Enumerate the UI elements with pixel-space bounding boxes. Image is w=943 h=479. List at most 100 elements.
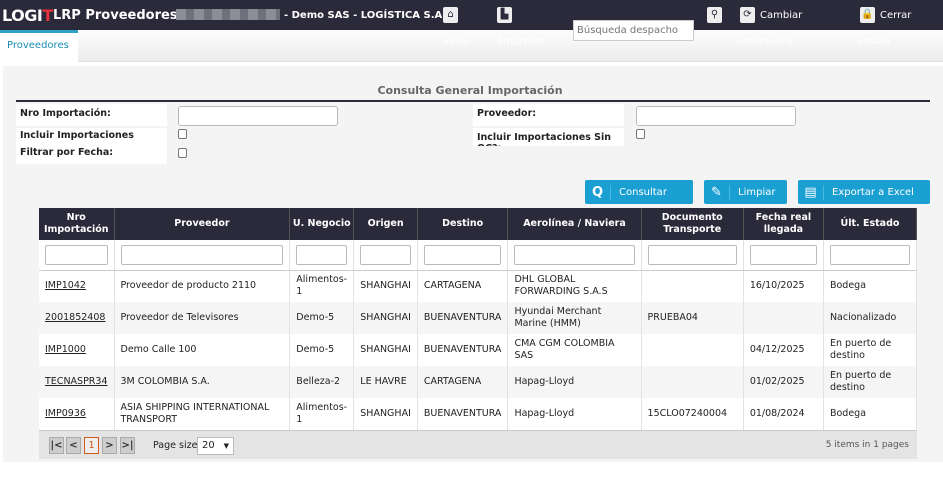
page-size-label: Page size:: [153, 440, 201, 451]
limpiar-button[interactable]: ✎ Limpiar: [704, 180, 787, 204]
table-cell: [641, 366, 744, 398]
filter-cell: [641, 240, 744, 271]
column-filter-input[interactable]: [360, 244, 411, 265]
nro-importacion-input[interactable]: [178, 106, 338, 126]
search-icon: Q: [585, 184, 611, 200]
last-page-button[interactable]: >|: [120, 437, 135, 454]
table-cell: Demo-5: [289, 334, 355, 366]
importacion-link[interactable]: 2001852408: [45, 312, 106, 323]
column-header[interactable]: Proveedor: [114, 208, 291, 240]
top-header: LOGIT LRP Proveedores - Demo SAS - LOGÍS…: [0, 0, 943, 30]
importacion-link[interactable]: IMP1000: [45, 344, 86, 355]
table-cell: BUENAVENTURA: [417, 398, 509, 430]
column-header[interactable]: U. Negocio: [289, 208, 355, 240]
tab-proveedores[interactable]: Proveedores: [0, 30, 78, 62]
proveedor-input[interactable]: [636, 106, 796, 126]
filter-cell: [114, 240, 291, 271]
table-cell: BUENAVENTURA: [417, 302, 509, 334]
filter-cell: [353, 240, 418, 271]
tab-bar: Proveedores: [0, 30, 943, 62]
table-row: TECNASPR34 3M COLOMBIA S.A. Belleza-2 LE HA…: [39, 366, 918, 398]
column-filter-input[interactable]: [829, 244, 910, 265]
column-header[interactable]: Fecha real llegada: [743, 208, 824, 240]
column-filter-input[interactable]: [423, 244, 502, 265]
home-icon[interactable]: ⌂: [443, 7, 458, 23]
table-cell: 2001852408: [39, 302, 115, 334]
filtrar-fecha-checkbox[interactable]: [178, 148, 187, 158]
table-cell: 01/08/2024: [743, 398, 824, 430]
importacion-link[interactable]: TECNASPR34: [45, 376, 108, 387]
table-cell: 04/12/2025: [743, 334, 824, 366]
column-filter-input[interactable]: [296, 244, 348, 265]
lock-icon[interactable]: 🔒: [860, 7, 875, 23]
column-header[interactable]: Documento Transporte: [641, 208, 744, 240]
incluir-cerradas-label: Incluir Importaciones Cerradas?: Filtrar …: [16, 128, 167, 164]
pager-summary: 5 items in 1 pages: [825, 440, 909, 450]
table-cell: CMA CGM COLOMBIA SAS: [507, 334, 642, 366]
table-cell: SHANGHAI: [353, 398, 418, 430]
incluir-cerradas-text: Incluir Importaciones Cerradas?:: [20, 130, 134, 141]
table-cell: 3M COLOMBIA S.A.: [114, 366, 291, 398]
table-cell: En puerto de destino: [823, 334, 918, 366]
prev-page-button[interactable]: <: [66, 437, 81, 454]
search-icon[interactable]: ⚲: [707, 7, 722, 23]
column-filter-input[interactable]: [120, 244, 284, 265]
page-1-button[interactable]: 1: [84, 437, 99, 454]
next-page-button[interactable]: >: [102, 437, 117, 454]
table-cell: Proveedor de producto 2110: [114, 270, 291, 302]
first-page-button[interactable]: |<: [49, 437, 64, 454]
table-cell: SHANGHAI: [353, 270, 418, 302]
exportar-excel-button[interactable]: ▤ Exportar a Excel: [798, 180, 930, 204]
limpiar-label: Limpiar: [738, 186, 776, 198]
table-cell: IMP1042: [39, 270, 115, 302]
column-filter-input[interactable]: [647, 244, 737, 265]
filter-cell: [507, 240, 642, 271]
table-cell: Proveedor de Televisores: [114, 302, 291, 334]
filtrar-fecha-label: Filtrar por Fecha:: [20, 147, 114, 158]
column-header[interactable]: Origen: [353, 208, 418, 240]
refresh-icon[interactable]: ⟳: [740, 7, 755, 23]
change-password-link[interactable]: Cambiar: [760, 10, 803, 21]
importacion-link[interactable]: IMP1042: [45, 280, 86, 292]
incluir-sin-oc-checkbox[interactable]: [636, 129, 645, 139]
filter-cell: [743, 240, 824, 271]
redacted-user: [176, 9, 280, 20]
divider: [16, 100, 930, 102]
table-cell: IMP1000: [39, 334, 115, 366]
filter-cell: [289, 240, 355, 271]
nav-sesion-label[interactable]: Sesión: [857, 36, 890, 47]
table-cell: DHL GLOBAL FORWARDING S.A.S: [507, 270, 642, 302]
nro-importacion-label: Nro Importación:: [16, 104, 167, 126]
importacion-link[interactable]: IMP0936: [45, 408, 86, 419]
consultar-label: Consultar: [619, 186, 667, 198]
table-cell: ASIA SHIPPING INTERNATIONAL TRANSPORT: [114, 398, 291, 430]
column-header[interactable]: Nro Importación: [39, 208, 115, 240]
nav-inicio-label[interactable]: Inicio: [443, 36, 470, 47]
column-filter-input[interactable]: [45, 244, 108, 265]
table-cell: CARTAGENA: [417, 270, 509, 302]
search-despacho-input[interactable]: [573, 20, 694, 41]
table-cell: Bodega: [823, 398, 918, 430]
nav-contrasena-label[interactable]: contraseña: [737, 36, 793, 47]
nav-empresas-label[interactable]: Empresas: [497, 36, 546, 47]
table-cell: CARTAGENA: [417, 366, 509, 398]
page-size-select[interactable]: 20 ▼: [197, 437, 234, 455]
column-filter-input[interactable]: [749, 244, 817, 265]
table-cell: Demo-5: [289, 302, 355, 334]
factory-icon[interactable]: ▙: [497, 7, 512, 23]
column-filter-input[interactable]: [514, 244, 635, 265]
table-row: IMP0936 ASIA SHIPPING INTERNATIONAL TRANS…: [39, 398, 918, 430]
pager: |< < 1 > >| Page size: 20 ▼ 5 items in 1 …: [39, 430, 917, 459]
importaciones-table: Nro Importación Proveedor U. Negocio Origen…: [39, 208, 918, 430]
column-header[interactable]: Últ. Estado: [823, 208, 918, 240]
table-cell: Alimentos-1: [289, 398, 355, 430]
column-header[interactable]: Destino: [417, 208, 509, 240]
incluir-cerradas-checkbox[interactable]: [178, 129, 187, 139]
logo: LOGIT: [2, 6, 53, 25]
logout-link[interactable]: Cerrar: [880, 10, 912, 21]
table-cell: IMP0936: [39, 398, 115, 430]
table-cell: 16/10/2025: [743, 270, 824, 302]
table-cell: LE HAVRE: [353, 366, 418, 398]
consultar-button[interactable]: Q Consultar: [585, 180, 693, 204]
column-header[interactable]: Aerolínea / Naviera: [507, 208, 642, 240]
